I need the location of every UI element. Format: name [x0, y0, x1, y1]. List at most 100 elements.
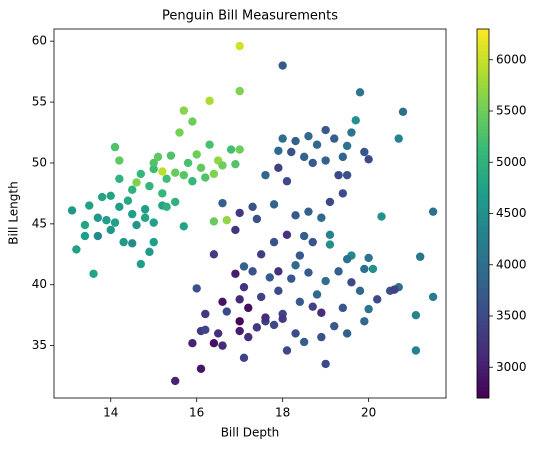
colorbar-segment — [477, 43, 489, 48]
point — [252, 323, 262, 332]
colorbar-segment — [477, 73, 489, 78]
y-tick-label: 35 — [32, 338, 47, 352]
point — [334, 170, 343, 180]
y-tick-label: 45 — [32, 216, 47, 230]
point — [149, 218, 158, 227]
point — [162, 202, 171, 212]
point — [149, 164, 158, 174]
point — [179, 170, 189, 180]
colorbar-segment — [477, 150, 489, 155]
point — [239, 282, 249, 292]
point — [192, 284, 201, 293]
y-tick-label: 40 — [32, 277, 47, 291]
point — [338, 152, 348, 162]
point — [196, 163, 206, 173]
point — [188, 117, 197, 126]
colorbar-segment — [477, 390, 489, 395]
point — [201, 325, 210, 335]
x-tick-label: 14 — [103, 406, 118, 420]
point — [205, 96, 214, 106]
colorbar-segment — [477, 290, 489, 296]
point — [239, 353, 249, 363]
colorbar-tick-label: 3000 — [496, 360, 527, 374]
colorbar-segment — [477, 169, 489, 174]
point — [278, 61, 287, 70]
point — [67, 206, 77, 215]
point — [269, 200, 279, 209]
point — [274, 286, 283, 296]
point — [312, 140, 322, 149]
colorbar-segment — [477, 324, 489, 329]
point — [201, 309, 210, 319]
point — [72, 245, 81, 254]
colorbar-segment — [477, 40, 489, 45]
point — [299, 231, 309, 241]
point — [338, 303, 348, 313]
point — [188, 338, 197, 348]
point — [115, 156, 124, 165]
colorbar-tick-label: 5500 — [496, 104, 527, 118]
colorbar-segment — [477, 287, 489, 292]
point — [265, 273, 274, 282]
colorbar-segment — [477, 51, 489, 56]
colorbar-segment — [477, 231, 489, 237]
point — [192, 150, 201, 159]
point — [256, 292, 266, 302]
colorbar-segment — [477, 187, 489, 192]
point — [115, 174, 124, 183]
colorbar-segment — [477, 228, 489, 233]
point — [330, 134, 339, 143]
colorbar-segment — [477, 143, 489, 148]
y-tick-label: 60 — [32, 34, 47, 48]
colorbar-segment — [477, 136, 489, 141]
point — [282, 177, 292, 186]
point — [119, 237, 128, 247]
point — [282, 346, 292, 355]
point — [106, 191, 115, 201]
colorbar-tick-label: 5000 — [496, 155, 527, 169]
point — [278, 314, 287, 324]
colorbar-segment — [477, 394, 489, 399]
point — [158, 167, 167, 176]
point — [428, 292, 438, 302]
point — [140, 205, 150, 214]
colorbar-segment — [477, 32, 489, 37]
point — [291, 329, 300, 338]
point — [291, 211, 300, 220]
point — [261, 313, 270, 322]
colorbar-segment — [477, 361, 489, 366]
point — [132, 178, 141, 187]
point — [364, 155, 373, 164]
colorbar-segment — [477, 209, 489, 214]
colorbar-segment — [477, 165, 489, 170]
x-tick-label: 18 — [275, 406, 290, 420]
colorbar-segment — [477, 29, 489, 34]
point — [299, 337, 309, 347]
colorbar-segment — [477, 246, 489, 251]
point — [235, 86, 244, 96]
point — [235, 208, 244, 218]
colorbar-segment — [477, 217, 489, 222]
colorbar-segment — [477, 338, 489, 344]
colorbar-segment — [477, 124, 489, 130]
colorbar-segment — [477, 117, 489, 122]
point — [153, 152, 163, 162]
colorbar-segment — [477, 128, 489, 133]
point — [209, 217, 219, 226]
colorbar-segment — [477, 254, 489, 259]
point — [317, 213, 326, 222]
point — [136, 259, 146, 269]
chart-title: Penguin Bill Measurements — [162, 9, 338, 24]
colorbar-segment — [477, 272, 489, 277]
point — [231, 159, 240, 169]
point — [213, 329, 223, 338]
colorbar-segment — [477, 106, 489, 111]
point — [338, 189, 348, 198]
colorbar-tick-label: 4500 — [496, 206, 527, 220]
colorbar-segment — [477, 350, 489, 355]
point — [145, 181, 154, 191]
point — [175, 128, 184, 137]
point — [364, 304, 373, 314]
colorbar-segment — [477, 257, 489, 262]
point — [261, 170, 270, 180]
